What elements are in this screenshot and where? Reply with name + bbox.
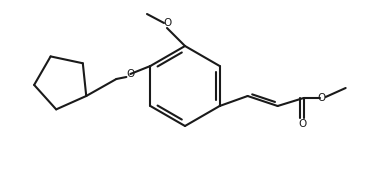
- Text: O: O: [126, 69, 134, 79]
- Text: O: O: [318, 93, 326, 103]
- Text: O: O: [163, 18, 171, 28]
- Text: O: O: [298, 119, 306, 129]
